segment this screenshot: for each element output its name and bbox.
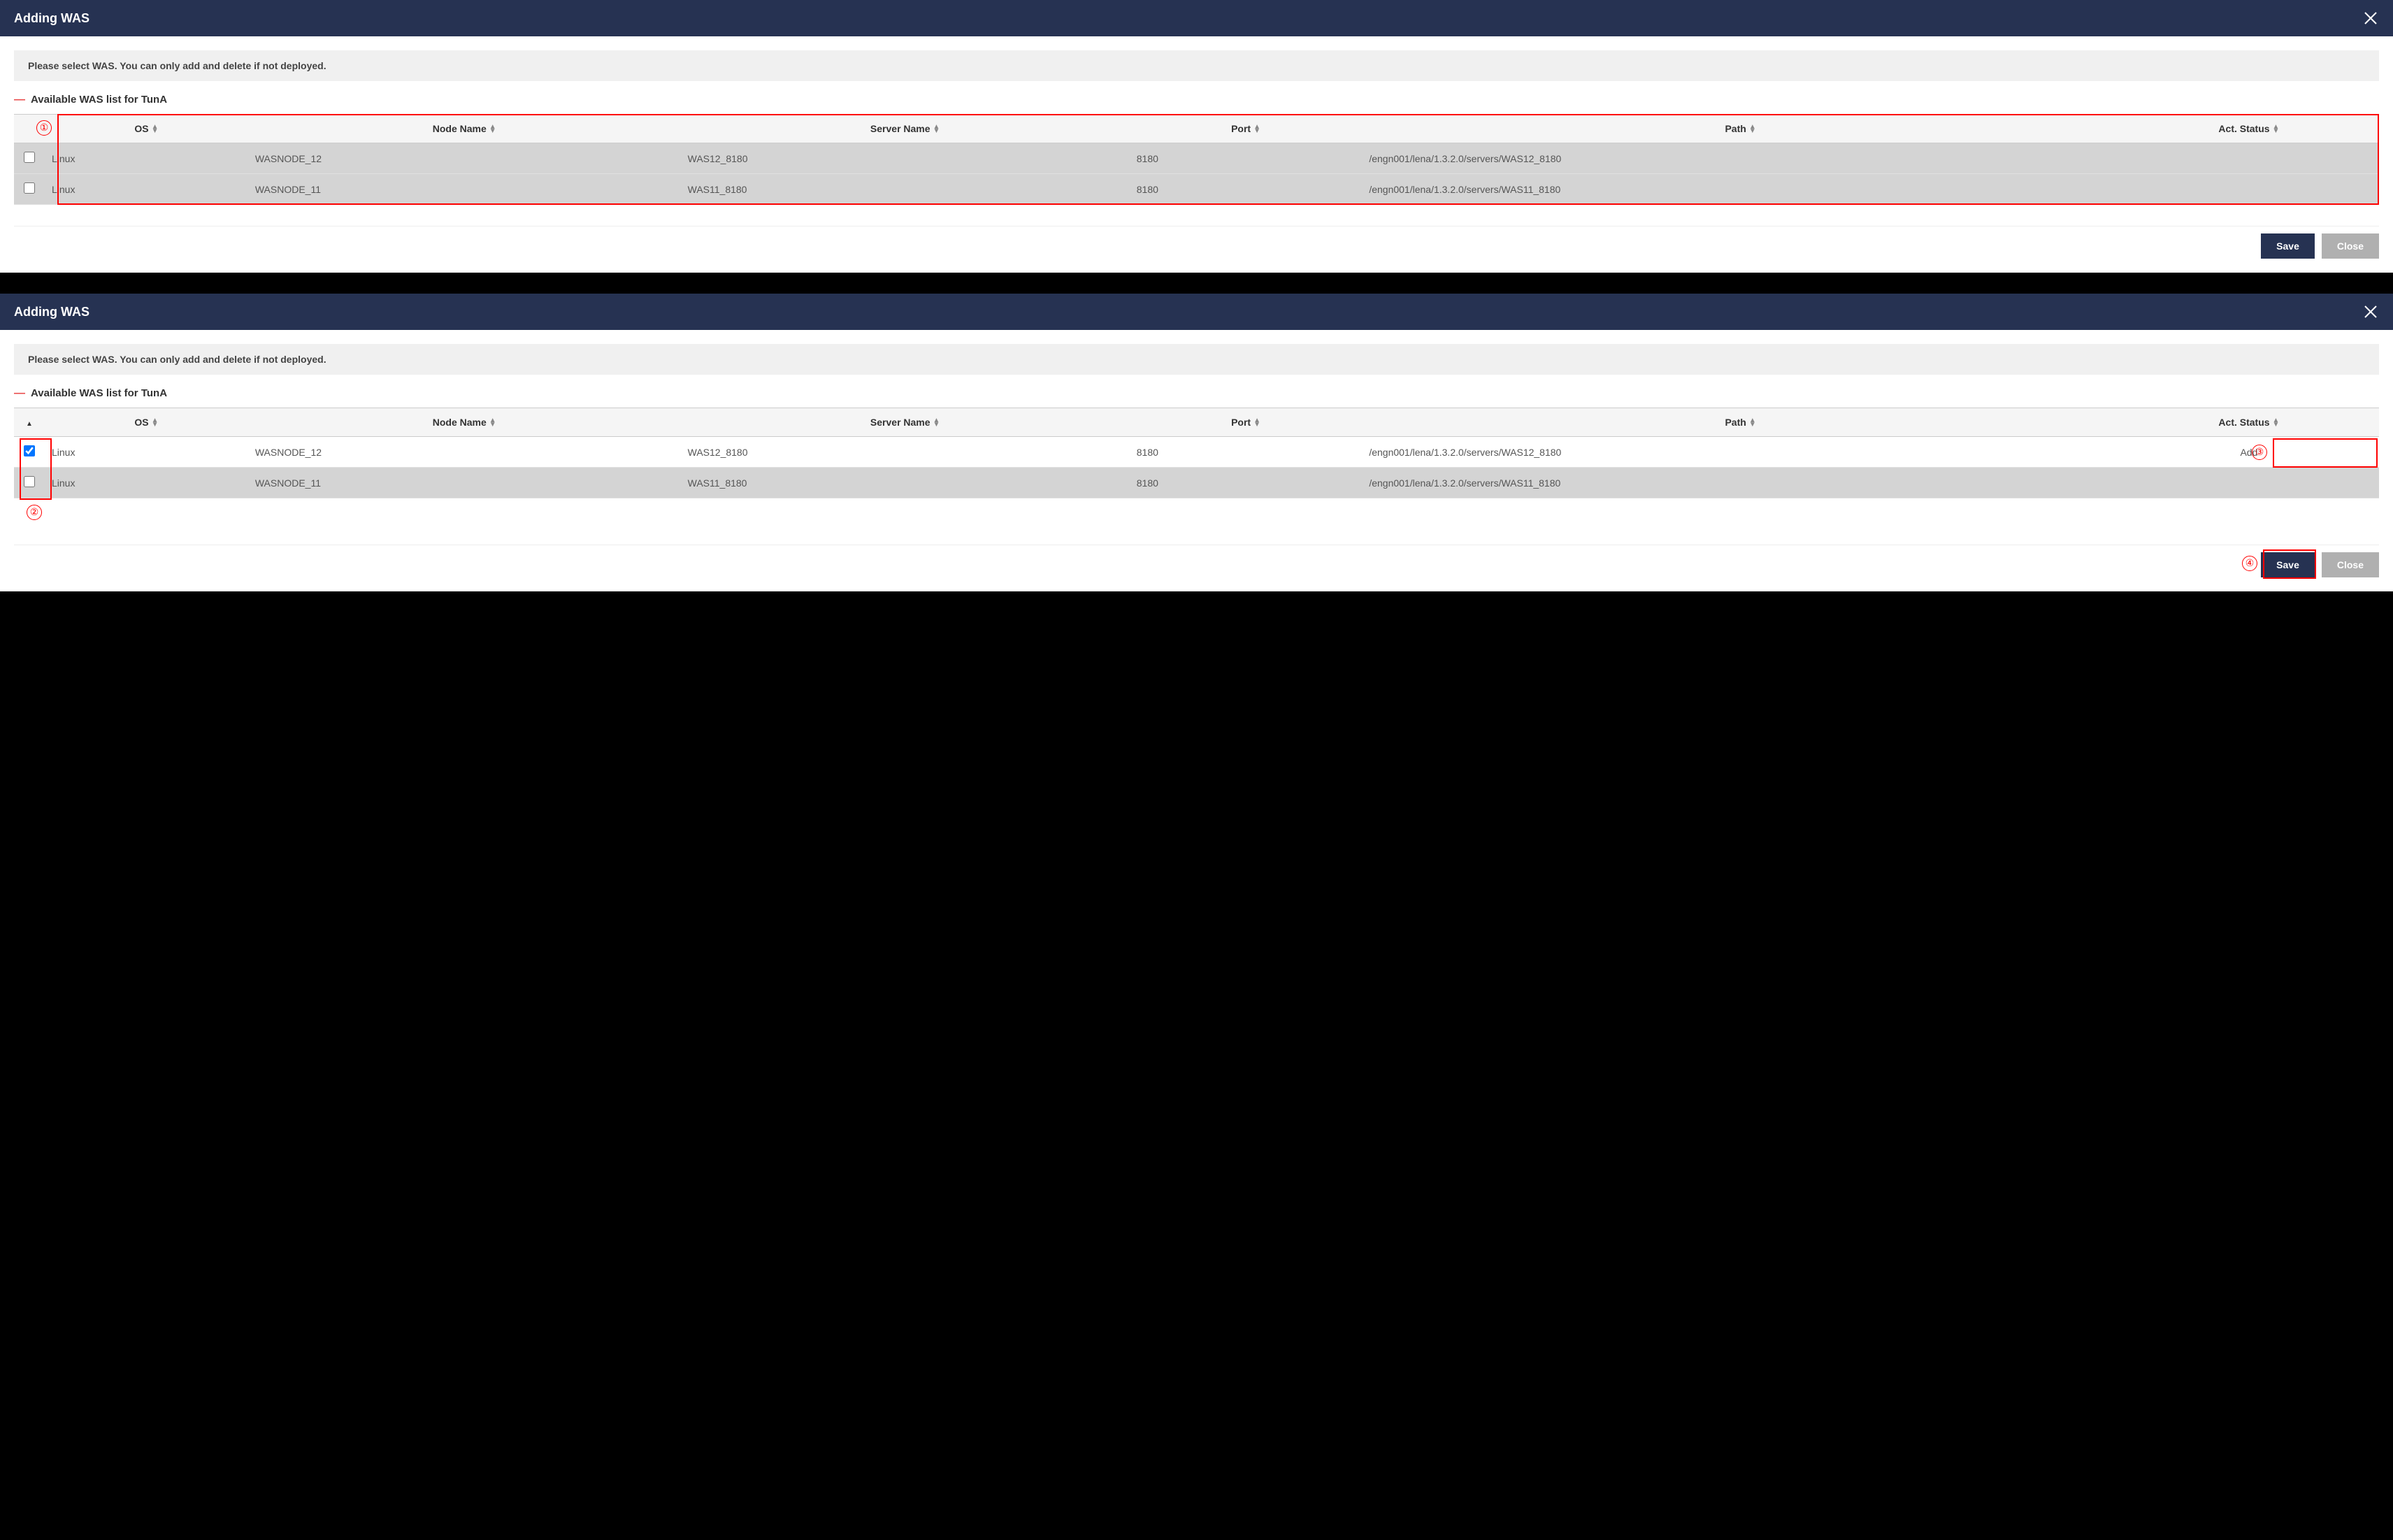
cell-os: Linux [45, 174, 248, 205]
col-path[interactable]: Path [1362, 408, 2119, 437]
close-button[interactable]: Close [2322, 233, 2379, 259]
cell-node: WASNODE_11 [248, 174, 681, 205]
col-server[interactable]: Server Name [681, 115, 1130, 143]
caret-up-icon: ▲ [26, 420, 33, 428]
section-header[interactable]: — Available WAS list for TunA [14, 387, 2379, 399]
sort-icon [1253, 125, 1260, 134]
cell-status: Add [2119, 437, 2379, 468]
separator-bar [0, 273, 2393, 294]
cell-os: Linux [45, 468, 248, 498]
table-wrap-1: ① OS Node Name Server Name Port Path Act… [14, 114, 2379, 205]
section-label: Available WAS list for TunA [31, 387, 167, 399]
close-icon[interactable] [2362, 10, 2379, 27]
cell-status [2119, 468, 2379, 498]
sort-icon [2273, 125, 2280, 134]
cell-path: /engn001/lena/1.3.2.0/servers/WAS11_8180 [1362, 468, 2119, 498]
col-node[interactable]: Node Name [248, 115, 681, 143]
dialog-body: Please select WAS. You can only add and … [0, 36, 2393, 273]
cell-server: WAS11_8180 [681, 468, 1130, 498]
cell-node: WASNODE_12 [248, 437, 681, 468]
sort-icon [933, 125, 940, 134]
button-row: ④ Save Close [14, 545, 2379, 577]
cell-server: WAS11_8180 [681, 174, 1130, 205]
save-button[interactable]: Save [2261, 552, 2315, 577]
instruction-text: Please select WAS. You can only add and … [14, 50, 2379, 81]
dialog-header: Adding WAS [0, 294, 2393, 330]
collapse-icon: — [14, 94, 25, 106]
was-table-2: ▲ OS Node Name Server Name Port Path Act… [14, 408, 2379, 498]
cell-port: 8180 [1130, 468, 1363, 498]
row-checkbox-cell[interactable] [14, 468, 45, 498]
row-checkbox[interactable] [24, 182, 35, 194]
cell-server: WAS12_8180 [681, 437, 1130, 468]
close-button[interactable]: Close [2322, 552, 2379, 577]
dialog-title: Adding WAS [14, 11, 89, 26]
dialog-adding-was-2: Adding WAS Please select WAS. You can on… [0, 294, 2393, 591]
table-row[interactable]: LinuxWASNODE_12WAS12_81808180/engn001/le… [14, 143, 2379, 174]
row-checkbox-cell[interactable] [14, 143, 45, 174]
cell-path: /engn001/lena/1.3.2.0/servers/WAS11_8180 [1362, 174, 2119, 205]
col-checkbox[interactable]: ▲ [14, 408, 45, 437]
close-icon[interactable] [2362, 303, 2379, 320]
col-port[interactable]: Port [1130, 408, 1363, 437]
col-path[interactable]: Path [1362, 115, 2119, 143]
cell-node: WASNODE_11 [248, 468, 681, 498]
sort-icon [1749, 125, 1756, 134]
dialog-body: Please select WAS. You can only add and … [0, 330, 2393, 591]
table-header-row: ▲ OS Node Name Server Name Port Path Act… [14, 408, 2379, 437]
annotation-num-2: ② [27, 504, 42, 520]
cell-port: 8180 [1130, 437, 1363, 468]
was-table-1: OS Node Name Server Name Port Path Act. … [14, 114, 2379, 205]
row-checkbox-cell[interactable] [14, 174, 45, 205]
table-header-row: OS Node Name Server Name Port Path Act. … [14, 115, 2379, 143]
col-checkbox[interactable] [14, 115, 45, 143]
cell-status [2119, 174, 2379, 205]
sort-icon [1253, 419, 1260, 427]
instruction-text: Please select WAS. You can only add and … [14, 344, 2379, 375]
col-status[interactable]: Act. Status [2119, 408, 2379, 437]
col-port[interactable]: Port [1130, 115, 1363, 143]
cell-port: 8180 [1130, 143, 1363, 174]
sort-icon [489, 419, 496, 427]
sort-icon [489, 125, 496, 134]
annotation-num-4: ④ [2242, 555, 2257, 571]
section-label: Available WAS list for TunA [31, 94, 167, 106]
row-checkbox-cell[interactable] [14, 437, 45, 468]
col-os[interactable]: OS [45, 408, 248, 437]
cell-os: Linux [45, 143, 248, 174]
section-header[interactable]: — Available WAS list for TunA [14, 94, 2379, 106]
sort-icon [2273, 419, 2280, 427]
row-checkbox[interactable] [24, 152, 35, 163]
row-checkbox[interactable] [24, 445, 35, 456]
dialog-adding-was-1: Adding WAS Please select WAS. You can on… [0, 0, 2393, 273]
sort-icon [933, 419, 940, 427]
cell-port: 8180 [1130, 174, 1363, 205]
table-wrap-2: ② ③ ▲ OS Node Name Server Name Port Path… [14, 408, 2379, 524]
collapse-icon: — [14, 388, 25, 399]
col-os[interactable]: OS [45, 115, 248, 143]
cell-path: /engn001/lena/1.3.2.0/servers/WAS12_8180 [1362, 143, 2119, 174]
cell-status [2119, 143, 2379, 174]
cell-node: WASNODE_12 [248, 143, 681, 174]
col-node[interactable]: Node Name [248, 408, 681, 437]
table-row[interactable]: LinuxWASNODE_11WAS11_81808180/engn001/le… [14, 468, 2379, 498]
sort-icon [1749, 419, 1756, 427]
col-server[interactable]: Server Name [681, 408, 1130, 437]
dialog-title: Adding WAS [14, 305, 89, 319]
save-button[interactable]: Save [2261, 233, 2315, 259]
col-status[interactable]: Act. Status [2119, 115, 2379, 143]
sort-icon [152, 419, 159, 427]
cell-os: Linux [45, 437, 248, 468]
cell-path: /engn001/lena/1.3.2.0/servers/WAS12_8180 [1362, 437, 2119, 468]
table-row[interactable]: LinuxWASNODE_11WAS11_81808180/engn001/le… [14, 174, 2379, 205]
button-row: Save Close [14, 226, 2379, 259]
dialog-header: Adding WAS [0, 0, 2393, 36]
cell-server: WAS12_8180 [681, 143, 1130, 174]
sort-icon [152, 125, 159, 134]
table-row[interactable]: LinuxWASNODE_12WAS12_81808180/engn001/le… [14, 437, 2379, 468]
row-checkbox[interactable] [24, 476, 35, 487]
